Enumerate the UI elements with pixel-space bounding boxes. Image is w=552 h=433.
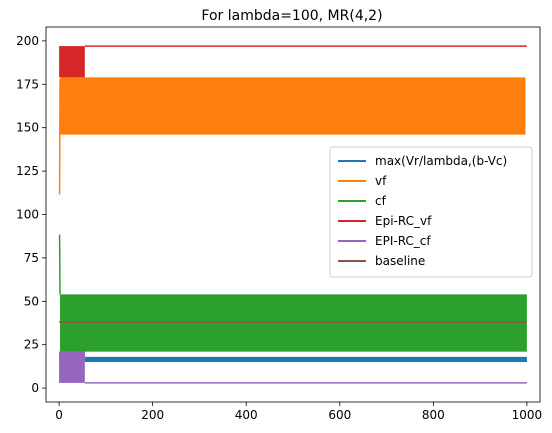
legend-label: EPI-RC_cf (375, 234, 431, 248)
legend-box (329, 146, 533, 278)
legend-entry: cf (338, 194, 387, 208)
axes: 0 200 400 600 800 1000 0 25 50 75 100 125 150 175 200 (16, 26, 543, 422)
series-epi-rc-vf (59, 45, 527, 78)
series-epi-rc-cf (59, 351, 527, 384)
legend-label: vf (375, 174, 387, 188)
legend-entry: vf (338, 174, 387, 188)
series-group (58, 45, 527, 384)
legend-label: Epi-RC_vf (375, 214, 432, 228)
plot-area (58, 45, 527, 384)
series-vf (58, 77, 526, 195)
x-tick-label: 0 (55, 408, 63, 422)
y-tick-label: 25 (24, 338, 39, 352)
y-tick-label: 200 (16, 34, 39, 48)
x-tick-label: 800 (422, 408, 445, 422)
series-band (60, 77, 526, 135)
y-tick-label: 50 (24, 294, 39, 308)
y-tick-label: 150 (16, 121, 39, 135)
legend-entry: EPI-RC_cf (338, 234, 431, 248)
series-band (59, 351, 85, 383)
series-cf (58, 234, 527, 352)
legend-label: cf (375, 194, 387, 208)
x-tick-label: 200 (141, 408, 164, 422)
y-tick-label: 0 (31, 381, 39, 395)
x-tick-label: 600 (328, 408, 351, 422)
x-tick-label: 1000 (512, 408, 543, 422)
legend-entry: Epi-RC_vf (338, 214, 432, 228)
series-initial-line (58, 79, 61, 195)
y-tick-label: 125 (16, 164, 39, 178)
y-tick-label: 75 (24, 251, 39, 265)
legend-label: baseline (375, 254, 425, 268)
series-band (60, 294, 527, 352)
legend-entry: baseline (338, 254, 425, 268)
series-band (84, 356, 527, 363)
series-band (59, 46, 85, 78)
y-tick-label: 100 (16, 208, 39, 222)
legend-entry: max(Vr/lambda,(b-Vc) (338, 154, 507, 168)
x-tick-label: 400 (235, 408, 258, 422)
chart-title: For lambda=100, MR(4,2) (201, 8, 382, 24)
legend-label: max(Vr/lambda,(b-Vc) (375, 154, 507, 168)
y-tick-label: 175 (16, 77, 39, 91)
series-initial-line (58, 234, 61, 295)
legend: max(Vr/lambda,(b-Vc) vf cf Epi-RC_vf EPI-RC_… (329, 146, 533, 278)
